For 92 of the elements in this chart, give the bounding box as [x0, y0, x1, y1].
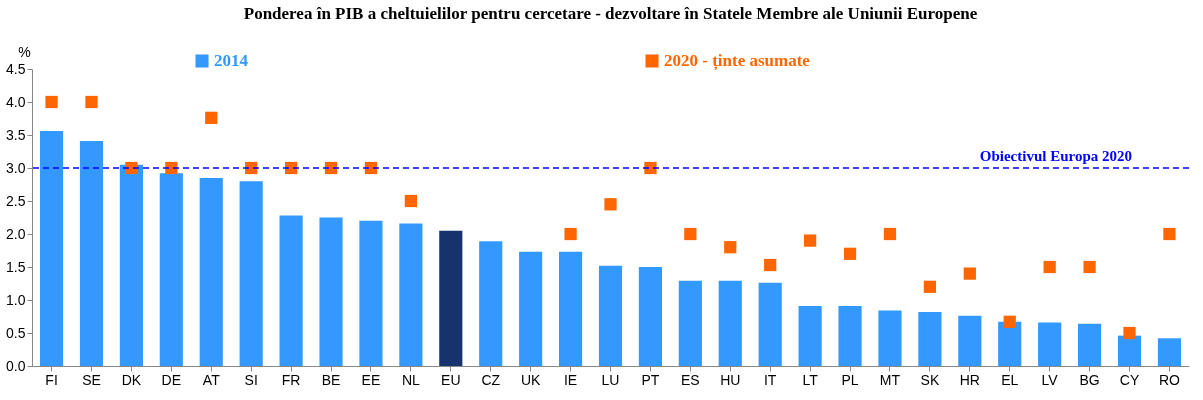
bar — [239, 181, 263, 366]
bar — [878, 310, 902, 366]
y-tick-label: 2.5 — [6, 192, 26, 209]
bar — [479, 241, 503, 366]
x-tick-label: DE — [161, 371, 182, 388]
x-tick-label: HR — [959, 371, 980, 388]
x-tick-label: FR — [281, 371, 301, 388]
bar — [119, 164, 143, 366]
bar — [39, 131, 64, 366]
x-tick-label: SK — [920, 371, 940, 388]
bar — [279, 215, 303, 366]
x-tick-label: ES — [681, 371, 700, 388]
bar — [758, 282, 782, 366]
y-tick-label: 3.0 — [6, 159, 26, 176]
x-tick-label: PL — [841, 371, 859, 388]
point — [1083, 260, 1096, 274]
point — [1163, 227, 1176, 241]
x-tick-label: IT — [763, 371, 777, 388]
y-tick-label: 4.0 — [6, 93, 26, 110]
bar — [199, 177, 223, 366]
bar — [678, 280, 702, 366]
x-tick-label: IE — [563, 371, 578, 388]
point — [205, 111, 218, 124]
y-tick-label: 2.0 — [6, 225, 26, 242]
x-tick-label: AT — [202, 371, 221, 388]
y-tick-label: 4.5 — [6, 60, 26, 77]
bar — [79, 140, 104, 366]
bar — [359, 220, 383, 366]
bar — [638, 267, 662, 366]
y-tick-label: 1.5 — [6, 258, 26, 275]
x-tick-label: BG — [1079, 371, 1100, 388]
x-tick-label: CZ — [481, 371, 501, 388]
bar — [958, 315, 982, 366]
x-tick-label: RO — [1158, 371, 1181, 388]
legend-label: 2014 — [214, 51, 249, 70]
bar — [1078, 323, 1102, 366]
point — [684, 227, 697, 241]
point — [1003, 315, 1016, 328]
point — [1123, 326, 1136, 340]
point — [604, 198, 617, 211]
x-tick-label: EU — [441, 371, 461, 388]
bar — [998, 321, 1022, 366]
x-tick-label: NL — [401, 371, 421, 388]
bar — [439, 230, 463, 366]
y-tick-label: 0.5 — [6, 324, 26, 341]
ref-line-label: Obiectivul Europa 2020 — [979, 148, 1132, 164]
bar — [519, 251, 543, 366]
bar — [838, 305, 862, 366]
x-tick-label: HU — [720, 371, 741, 388]
point — [963, 267, 976, 280]
point — [85, 95, 98, 109]
x-tick-label: FI — [45, 371, 58, 388]
bar — [1038, 322, 1062, 366]
point — [724, 241, 737, 254]
point — [804, 234, 817, 247]
x-tick-label: SE — [82, 371, 101, 388]
bar — [399, 223, 423, 366]
point — [45, 95, 58, 109]
bar — [598, 265, 623, 366]
point — [564, 227, 577, 241]
x-tick-label: LU — [601, 371, 620, 388]
bar — [718, 280, 742, 366]
x-tick-label: SI — [244, 371, 258, 388]
x-tick-label: EE — [361, 371, 381, 388]
bar — [798, 305, 822, 366]
bar — [319, 217, 343, 366]
bar — [918, 311, 942, 366]
x-tick-label: DK — [121, 371, 142, 388]
x-tick-label: PT — [641, 371, 660, 388]
x-tick-label: MT — [879, 371, 901, 388]
point — [764, 258, 777, 272]
x-tick-label: LT — [802, 371, 819, 388]
y-axis-title: % — [18, 43, 31, 60]
bar — [1157, 338, 1182, 366]
y-tick-label: 1.0 — [6, 291, 26, 308]
point — [883, 227, 897, 241]
y-tick-label: 3.5 — [6, 126, 26, 143]
bar — [1117, 335, 1142, 366]
point — [843, 247, 857, 260]
x-tick-label: CY — [1119, 371, 1140, 388]
point — [1043, 260, 1056, 274]
x-tick-label: UK — [520, 371, 542, 388]
x-tick-label: EL — [1001, 371, 1019, 388]
chart-title: Ponderea în PIB a cheltuielilor pentru cercetare - dezvoltare în Statele Membre ale Uniunii Europene — [243, 4, 978, 23]
legend-label: 2020 - ținte asumate — [664, 51, 811, 71]
y-tick-label: 0.0 — [6, 357, 26, 374]
point — [404, 194, 417, 208]
bar — [559, 251, 583, 366]
bar — [159, 173, 183, 366]
x-tick-label: LV — [1041, 371, 1059, 388]
point — [923, 280, 937, 293]
x-tick-label: BE — [321, 371, 341, 388]
